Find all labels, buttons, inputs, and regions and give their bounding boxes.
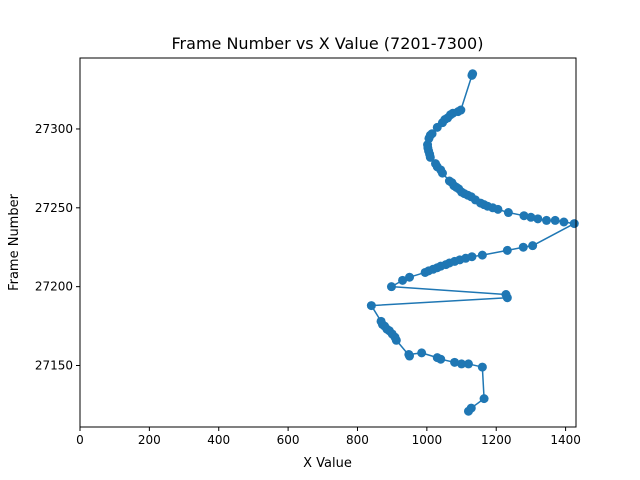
data-point	[376, 316, 386, 326]
y-axis-label: Frame Number	[7, 193, 22, 291]
x-tick-label: 1200	[481, 433, 512, 447]
data-point	[431, 159, 441, 169]
data-point	[479, 394, 489, 404]
data-point	[398, 275, 408, 285]
data-point	[366, 301, 376, 311]
x-tick-label: 600	[277, 433, 300, 447]
data-point	[466, 403, 476, 413]
data-point	[569, 219, 579, 229]
data-point	[526, 212, 536, 222]
x-tick-label: 0	[76, 433, 84, 447]
data-point	[405, 272, 415, 282]
y-tick-label: 27150	[35, 359, 73, 373]
data-point	[518, 242, 528, 252]
data-point	[502, 245, 512, 255]
x-tick-label: 1400	[550, 433, 581, 447]
x-tick-label: 200	[138, 433, 161, 447]
data-point	[528, 241, 538, 251]
data-point	[417, 348, 427, 358]
data-point	[519, 211, 529, 221]
data-point	[542, 215, 552, 225]
x-axis: 0 200 400 600 800 1000 1200 1400	[76, 427, 581, 447]
plot-area	[366, 69, 579, 416]
data-point	[456, 105, 466, 115]
data-point	[432, 353, 442, 363]
x-tick-label: 800	[346, 433, 369, 447]
data-point	[501, 290, 511, 300]
y-tick-label: 27250	[35, 201, 73, 215]
x-axis-label: X Value	[303, 456, 352, 471]
series-line	[370, 73, 576, 412]
data-point	[444, 176, 454, 186]
y-axis: 27150 27200 27250 27300	[35, 122, 80, 373]
data-point	[550, 215, 560, 225]
data-point	[477, 362, 487, 372]
data-point	[559, 217, 569, 227]
data-point	[463, 359, 473, 369]
data-point	[467, 252, 477, 262]
y-tick-label: 27300	[35, 122, 73, 136]
data-point	[405, 351, 415, 361]
chart-title: Frame Number vs X Value (7201-7300)	[172, 34, 484, 53]
y-tick-label: 27200	[35, 280, 73, 294]
data-point	[450, 357, 460, 367]
data-point	[427, 129, 437, 139]
data-point	[457, 359, 467, 369]
x-tick-label: 400	[207, 433, 230, 447]
data-point	[386, 282, 396, 292]
x-tick-label: 1000	[412, 433, 443, 447]
data-point	[533, 214, 543, 224]
data-point	[503, 208, 513, 218]
axes-frame	[79, 57, 577, 428]
data-point	[468, 69, 478, 79]
data-point	[477, 250, 487, 260]
